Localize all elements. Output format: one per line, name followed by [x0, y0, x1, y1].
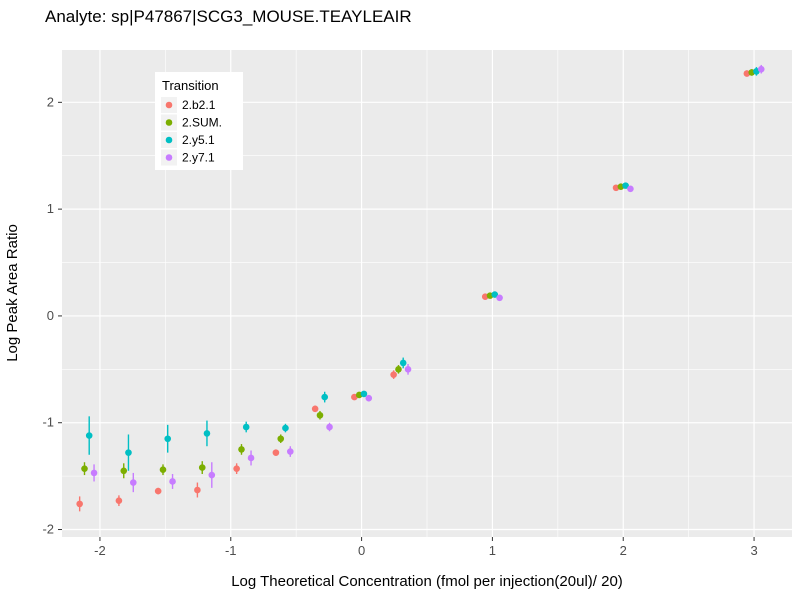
data-point — [198, 464, 206, 471]
data-point — [154, 487, 162, 495]
x-tick-label: 0 — [358, 543, 365, 558]
data-point — [282, 424, 289, 432]
axis-ticks: -2 -1 0 1 2 3 -2 -1 0 1 2 — [42, 94, 757, 558]
legend-label: 2.SUM. — [182, 116, 222, 130]
data-point — [286, 448, 294, 455]
legend-swatch — [165, 136, 173, 144]
data-point — [247, 454, 255, 462]
data-point — [194, 486, 201, 494]
data-point — [169, 478, 176, 485]
data-point — [238, 446, 245, 453]
data-point — [627, 185, 634, 193]
legend-title: Transition — [162, 78, 219, 93]
y-tick-label: -1 — [42, 415, 54, 430]
legend-label: 2.y5.1 — [182, 133, 215, 147]
data-point — [311, 405, 319, 413]
legend-swatch — [165, 119, 173, 126]
data-point — [757, 65, 765, 73]
data-point — [390, 371, 397, 378]
series-2.b2.1 — [76, 70, 751, 512]
data-point — [404, 366, 412, 373]
legend-label: 2.b2.1 — [182, 98, 216, 112]
data-point — [203, 430, 211, 437]
y-axis-label: Log Peak Area Ratio — [4, 224, 21, 362]
data-point — [90, 469, 98, 477]
data-point — [85, 432, 93, 439]
data-point — [360, 390, 368, 398]
data-point — [395, 366, 402, 373]
data-point — [622, 182, 629, 189]
x-axis-label: Log Theoretical Concentration (fmol per … — [231, 573, 623, 590]
legend-swatch — [165, 154, 173, 161]
data-point — [365, 394, 373, 402]
data-point — [277, 435, 285, 443]
data-point — [496, 294, 503, 302]
data-point — [120, 467, 128, 475]
legend-swatch — [165, 101, 173, 109]
data-point — [208, 471, 216, 479]
series-2.y5.1 — [85, 67, 760, 471]
legend: Transition 2.b2.1 2.SUM. 2.y5.1 2.y7.1 — [155, 72, 243, 170]
chart-title: Analyte: sp|P47867|SCG3_MOUSE.TEAYLEAIR — [45, 7, 412, 26]
x-tick-label: 3 — [750, 543, 757, 558]
data-point — [159, 466, 167, 474]
data-point — [491, 291, 499, 298]
data-point — [115, 497, 123, 504]
y-tick-label: 1 — [47, 201, 54, 216]
data-point — [76, 500, 83, 508]
x-tick-label: 2 — [620, 543, 627, 558]
y-tick-label: 2 — [47, 94, 54, 109]
data-point — [326, 423, 333, 431]
data-point — [233, 465, 240, 472]
x-tick-label: -1 — [225, 543, 237, 558]
x-tick-label: 1 — [489, 543, 496, 558]
data-point — [242, 423, 250, 431]
data-point — [129, 479, 137, 486]
series-2.y7.1 — [90, 64, 765, 493]
data-points — [76, 64, 765, 512]
data-point — [164, 435, 172, 443]
data-point — [316, 411, 324, 419]
legend-label: 2.y7.1 — [182, 151, 215, 165]
data-point — [81, 465, 88, 472]
y-tick-label: -2 — [42, 522, 54, 537]
data-point — [125, 449, 132, 456]
x-tick-label: -2 — [94, 543, 106, 558]
y-tick-label: 0 — [47, 308, 54, 323]
data-point — [272, 449, 280, 456]
data-point — [321, 393, 328, 401]
data-point — [399, 359, 407, 367]
